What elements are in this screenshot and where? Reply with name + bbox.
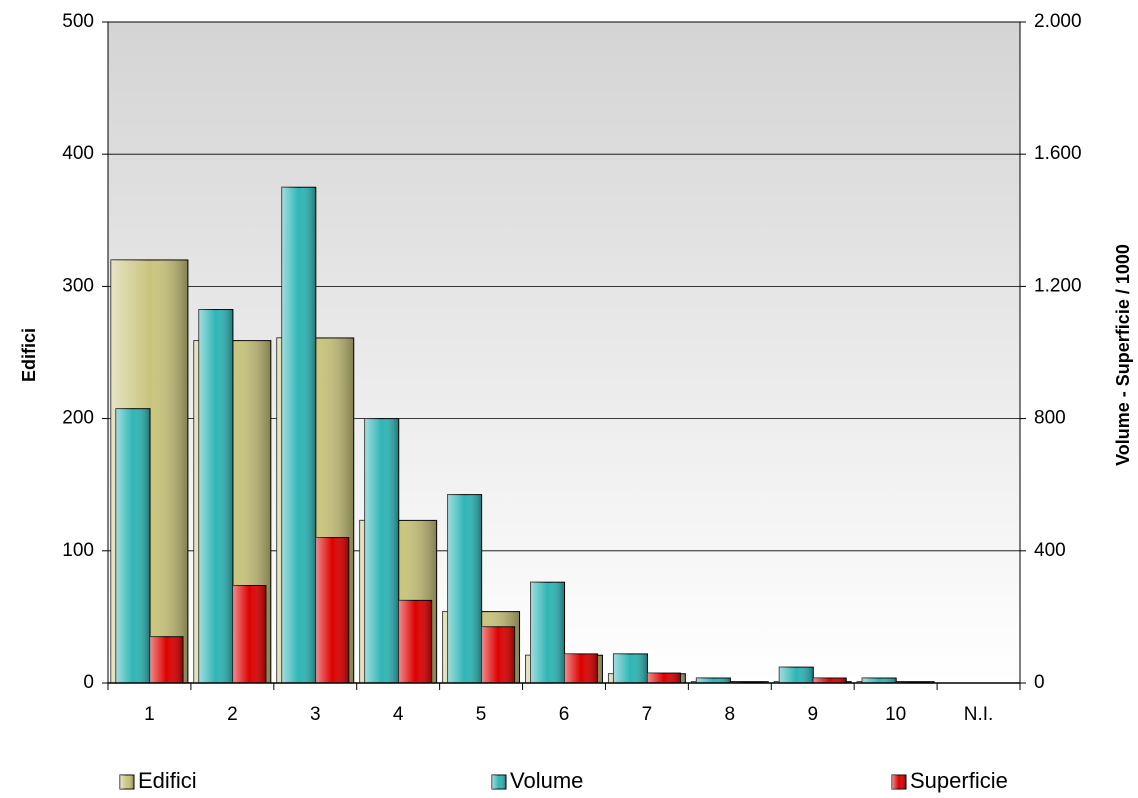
y2-tick-label: 1.600 <box>1034 143 1082 164</box>
bar-shade <box>530 582 565 683</box>
y-tick-label: 100 <box>62 540 94 561</box>
legend-swatch-shade <box>892 775 906 789</box>
y2-tick-label: 0 <box>1034 672 1045 693</box>
x-tick-label: 5 <box>476 704 487 725</box>
legend-swatch-shade <box>492 775 506 789</box>
bar-shade <box>315 537 349 683</box>
y2-tick-label: 400 <box>1034 540 1066 561</box>
legend-swatch-shade <box>120 775 134 789</box>
x-tick-label: 3 <box>310 704 321 725</box>
x-tick-label: 6 <box>559 704 570 725</box>
x-tick-label: 9 <box>807 704 818 725</box>
legend-label: Edifici <box>138 768 197 793</box>
x-tick-label: N.I. <box>964 704 994 725</box>
bar-shade <box>116 408 150 683</box>
y-axis-title: Edifici <box>19 328 39 382</box>
bar-shade <box>447 494 482 683</box>
bar-shade <box>364 418 399 683</box>
y-tick-label: 300 <box>62 275 94 296</box>
legend-label: Superficie <box>910 768 1008 793</box>
bar-shade <box>232 585 266 683</box>
y-tick-label: 500 <box>62 11 94 32</box>
y2-axis-title: Volume - Superficie / 1000 <box>1113 244 1133 466</box>
bar-shade <box>564 653 598 683</box>
y2-tick-label: 800 <box>1034 408 1066 429</box>
bar-shade <box>150 636 183 683</box>
bar-shade <box>862 678 897 683</box>
bar-shade <box>696 678 731 683</box>
bar-shade <box>198 309 233 683</box>
y2-tick-label: 2.000 <box>1034 11 1082 32</box>
x-tick-label: 2 <box>227 704 238 725</box>
x-tick-label: 4 <box>393 704 404 725</box>
bar-shade <box>647 673 681 683</box>
bar-shade <box>813 678 847 683</box>
x-tick-label: 8 <box>725 704 736 725</box>
bar-shade <box>281 187 316 683</box>
y2-tick-label: 1.200 <box>1034 275 1082 296</box>
bar-shade <box>481 626 515 683</box>
y-tick-label: 0 <box>83 672 94 693</box>
x-tick-label: 10 <box>885 704 906 725</box>
bar-shade <box>779 667 814 683</box>
bar-shade <box>398 600 432 683</box>
y-tick-label: 200 <box>62 408 94 429</box>
bar-shade <box>613 653 648 683</box>
x-tick-label: 7 <box>642 704 653 725</box>
legend-label: Volume <box>510 768 583 793</box>
y-tick-label: 400 <box>62 143 94 164</box>
x-tick-label: 1 <box>144 704 155 725</box>
